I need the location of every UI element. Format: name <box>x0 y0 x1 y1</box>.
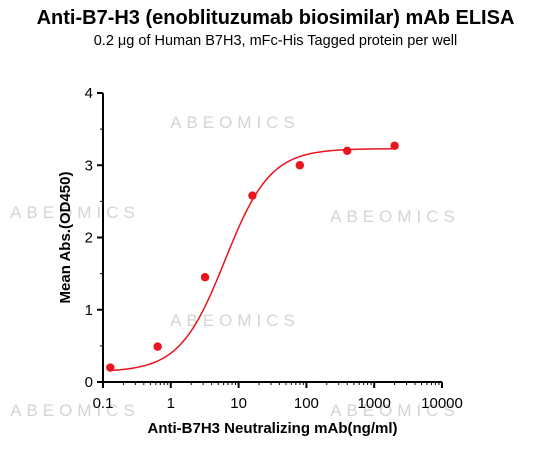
data-point <box>295 161 305 170</box>
watermark-text: ABEOMICS <box>10 203 140 222</box>
watermark-text: ABEOMICS <box>10 401 140 420</box>
y-tick-label: 4 <box>85 85 93 102</box>
watermark-text: ABEOMICS <box>330 401 460 420</box>
data-point <box>153 342 162 351</box>
watermark-text: ABEOMICS <box>170 311 300 330</box>
y-tick-label: 0 <box>85 374 93 391</box>
watermark-text: ABEOMICS <box>170 113 300 132</box>
x-tick-label: 10000 <box>421 395 463 412</box>
data-point <box>390 141 399 150</box>
x-axis-title: Anti-B7H3 Neutralizing mAb(ng/ml) <box>148 420 398 437</box>
chart-subtitle: 0.2 μg of Human B7H3, mFc-His Tagged pro… <box>93 33 458 49</box>
data-point <box>106 363 115 372</box>
watermark-text: ABEOMICS <box>330 207 460 226</box>
chart-title: Anti-B7-H3 (enoblituzumab biosimilar) mA… <box>36 7 515 29</box>
x-tick-label: 1 <box>167 395 175 412</box>
y-tick-label: 3 <box>85 157 93 174</box>
fit-curve <box>110 148 395 372</box>
x-tick-label: 0.1 <box>93 395 114 412</box>
y-axis-title: Mean Abs.(OD450) <box>57 172 74 304</box>
y-tick-label: 1 <box>85 302 93 319</box>
x-tick-label: 10 <box>230 395 247 412</box>
y-tick-label: 2 <box>85 230 93 247</box>
x-tick-label: 1000 <box>358 395 391 412</box>
data-point <box>248 191 257 200</box>
x-tick-label: 100 <box>294 395 319 412</box>
data-point <box>343 146 352 155</box>
data-point <box>200 273 210 282</box>
